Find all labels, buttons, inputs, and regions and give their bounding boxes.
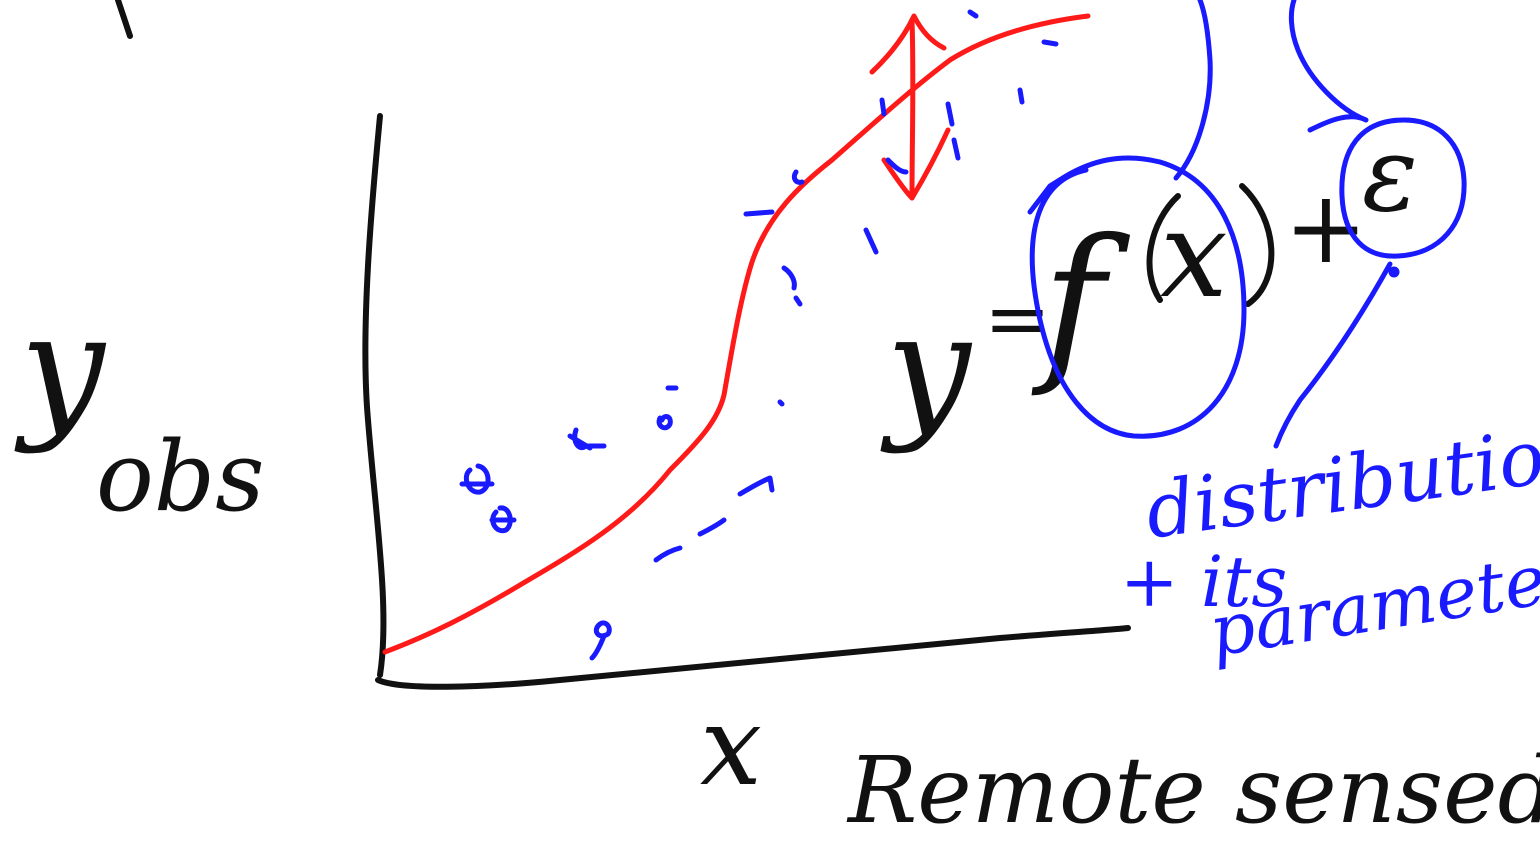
data-point [1041, 39, 1059, 47]
annotations [1027, 0, 1467, 449]
data-point [879, 97, 887, 117]
data-point [589, 620, 612, 661]
function-leader-line [1173, 0, 1213, 181]
x-axis-symbol: x [700, 682, 762, 810]
partial-stroke-top-left [115, 0, 133, 39]
data-point [656, 414, 673, 431]
data-point [781, 265, 797, 291]
error-circle [1339, 117, 1467, 259]
x-axis-line [375, 625, 1131, 690]
data-point [459, 463, 495, 495]
note-line-its: + its [1120, 541, 1287, 623]
data-point [951, 137, 961, 161]
model-equation: y = f x + ε [880, 113, 1418, 456]
x-axis-caption: Remote sensed [846, 737, 1540, 844]
data-point [1017, 87, 1025, 105]
equation-lhs: y [880, 282, 973, 456]
equation-argument: x [1160, 186, 1228, 325]
data-point [697, 517, 727, 537]
equation-plus: + [1284, 169, 1368, 286]
axes [362, 113, 1131, 690]
data-point [967, 9, 979, 19]
y-axis-line [362, 113, 387, 678]
residual-arrow [869, 13, 951, 201]
fitted-curve [382, 13, 1091, 655]
y-axis-label-subscript: obs [96, 421, 265, 533]
observation-points [459, 9, 1059, 661]
data-point [743, 209, 775, 217]
data-point [863, 227, 879, 255]
error-leader-line [1288, 0, 1369, 133]
data-point [489, 505, 517, 534]
data-point [737, 475, 775, 497]
distribution-note: distribution + its parameters [1120, 405, 1540, 673]
data-point [793, 295, 803, 307]
data-point [791, 169, 805, 185]
equation-function: f [1031, 203, 1131, 401]
y-axis-label: y obs [14, 282, 265, 533]
error-to-note-line [1273, 261, 1393, 449]
equation-close-paren [1239, 183, 1275, 307]
equation-open-paren [1146, 193, 1181, 303]
ink-dot [1388, 266, 1400, 278]
x-axis-label: x Remote sensed [700, 682, 1540, 844]
y-axis-label-main: y [14, 282, 107, 456]
data-point [567, 427, 607, 451]
note-line-distribution: distribution [1140, 405, 1540, 556]
data-point [653, 545, 683, 563]
data-point [885, 157, 909, 175]
data-point [945, 101, 955, 127]
equation-error-term: ε [1362, 113, 1418, 235]
data-point [777, 399, 785, 407]
function-circle [1027, 155, 1247, 439]
